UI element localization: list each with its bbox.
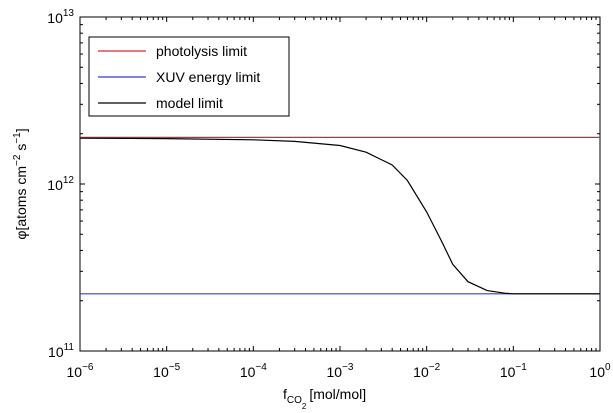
y-tick-label: 1011 [48, 342, 74, 360]
series-line-model-limit [79, 137, 600, 295]
x-tick-label: 10−6 [67, 362, 94, 380]
x-tick-label: 10−1 [500, 362, 527, 380]
legend: photolysis limit XUV energy limit model … [88, 36, 290, 117]
x-tick-label: 10−5 [153, 362, 180, 380]
legend-label-model: model limit [156, 95, 223, 111]
y-axis-label: φ[atoms cm−2 s−1] [12, 128, 29, 239]
series-layer [79, 136, 600, 295]
y-tick-label: 1012 [47, 175, 74, 193]
y-tick-label: 1013 [47, 8, 74, 26]
x-tick-label: 10−3 [327, 362, 354, 380]
legend-label-xuv: XUV energy limit [156, 69, 260, 85]
x-tick-label: 10−2 [413, 362, 440, 380]
x-axis-label: fCO2[mol/mol] [283, 386, 366, 411]
ticks-layer: 10−6 10−5 10−4 10−3 10−2 10−1 100 1011 1012 1013 [47, 8, 611, 380]
x-tick-label: 100 [589, 362, 611, 380]
x-tick-label: 10−4 [240, 362, 267, 380]
legend-label-photolysis: photolysis limit [156, 43, 247, 59]
